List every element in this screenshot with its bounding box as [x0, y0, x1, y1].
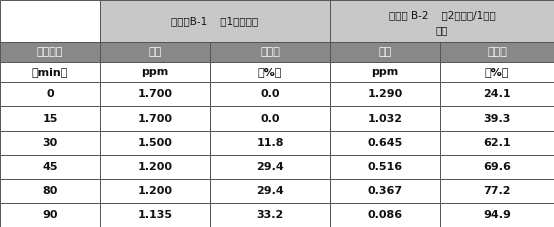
Text: 80: 80 [42, 186, 58, 196]
Bar [210, 203, 330, 227]
Bar [0, 131, 100, 155]
Text: 0.645: 0.645 [367, 138, 403, 148]
Text: 62.1: 62.1 [483, 138, 511, 148]
Bar [440, 203, 554, 227]
Bar [330, 155, 440, 179]
Bar [210, 106, 330, 131]
Bar [0, 155, 100, 179]
Bar [100, 62, 210, 82]
Bar [440, 62, 554, 82]
Text: 45: 45 [42, 162, 58, 172]
Bar [100, 82, 210, 106]
Text: 经过时间: 经过时间 [37, 47, 63, 57]
Bar [330, 42, 440, 62]
Text: 除去率: 除去率 [260, 47, 280, 57]
Text: 77.2: 77.2 [483, 186, 511, 196]
Bar [100, 42, 210, 62]
Text: 1.032: 1.032 [367, 114, 403, 123]
Bar [100, 203, 210, 227]
Bar [330, 106, 440, 131]
Bar [210, 155, 330, 179]
Text: （%）: （%） [258, 67, 282, 77]
Bar [210, 131, 330, 155]
Bar [0, 0, 100, 42]
Bar [330, 131, 440, 155]
Text: 29.4: 29.4 [256, 186, 284, 196]
Bar [100, 106, 210, 131]
Text: 甲醛: 甲醛 [148, 47, 162, 57]
Text: （min）: （min） [32, 67, 68, 77]
Bar [210, 62, 330, 82]
Bar [440, 179, 554, 203]
Text: 69.6: 69.6 [483, 162, 511, 172]
Bar [0, 203, 100, 227]
Text: 0.367: 0.367 [367, 186, 403, 196]
Text: ppm: ppm [371, 67, 399, 77]
Bar [440, 131, 554, 155]
Text: 15: 15 [42, 114, 58, 123]
Bar [210, 42, 330, 62]
Bar [0, 106, 100, 131]
Text: 39.3: 39.3 [483, 114, 511, 123]
Bar [330, 0, 554, 42]
Bar [330, 82, 440, 106]
Bar [100, 179, 210, 203]
Bar [330, 179, 440, 203]
Text: （%）: （%） [485, 67, 509, 77]
Text: 90: 90 [42, 210, 58, 220]
Bar [0, 82, 100, 106]
Bar [100, 131, 210, 155]
Text: 1.200: 1.200 [137, 186, 172, 196]
Text: 甲醛: 甲醛 [378, 47, 392, 57]
Bar [210, 179, 330, 203]
Text: 沾）: 沾） [436, 25, 448, 35]
Text: 0: 0 [46, 89, 54, 99]
Bar [100, 155, 210, 179]
Bar [440, 82, 554, 106]
Text: 除去率: 除去率 [487, 47, 507, 57]
Text: 1.200: 1.200 [137, 162, 172, 172]
Text: 24.1: 24.1 [483, 89, 511, 99]
Text: 1.700: 1.700 [137, 89, 172, 99]
Text: 94.9: 94.9 [483, 210, 511, 220]
Text: 0.516: 0.516 [367, 162, 403, 172]
Text: 过滤器B-1    （1次喷涂）: 过滤器B-1 （1次喷涂） [171, 16, 259, 26]
Bar [0, 62, 100, 82]
Text: 0.0: 0.0 [260, 89, 280, 99]
Bar [330, 62, 440, 82]
Bar [0, 179, 100, 203]
Text: 33.2: 33.2 [257, 210, 284, 220]
Text: 1.500: 1.500 [137, 138, 172, 148]
Text: 0.0: 0.0 [260, 114, 280, 123]
Text: ppm: ppm [141, 67, 168, 77]
Text: 1.700: 1.700 [137, 114, 172, 123]
Text: 11.8: 11.8 [257, 138, 284, 148]
Bar [100, 0, 330, 42]
Bar [440, 155, 554, 179]
Bar [0, 42, 100, 62]
Text: 1.290: 1.290 [367, 89, 403, 99]
Bar [330, 203, 440, 227]
Text: 0.086: 0.086 [367, 210, 403, 220]
Text: 29.4: 29.4 [256, 162, 284, 172]
Bar [440, 106, 554, 131]
Bar [440, 42, 554, 62]
Text: 30: 30 [42, 138, 58, 148]
Bar [210, 82, 330, 106]
Text: 1.135: 1.135 [137, 210, 172, 220]
Text: 过滤器 B-2    （2次喷涂/1次浸: 过滤器 B-2 （2次喷涂/1次浸 [388, 10, 495, 20]
